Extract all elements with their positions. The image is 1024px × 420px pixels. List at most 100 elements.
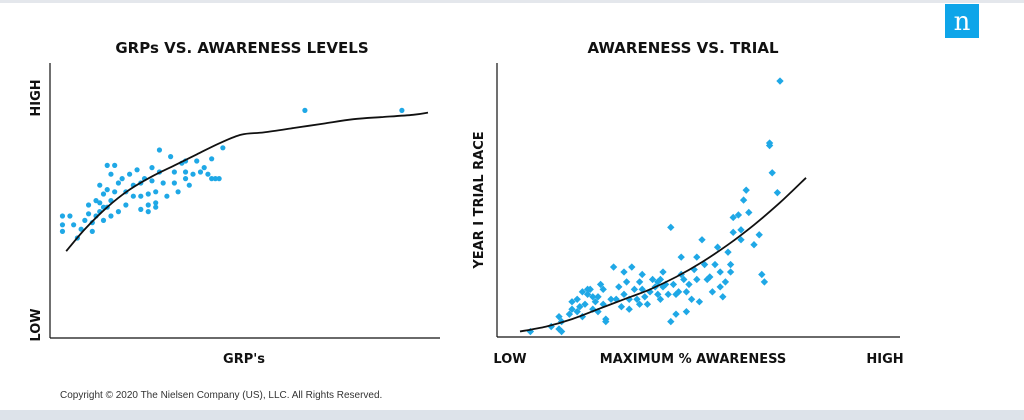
data-point: [589, 293, 597, 301]
nielsen-logo: n: [945, 4, 979, 38]
data-point: [760, 278, 769, 286]
data-point: [108, 213, 114, 219]
data-point: [220, 145, 226, 151]
data-point: [698, 236, 706, 244]
logo-letter: n: [954, 7, 971, 37]
data-point: [149, 165, 155, 171]
data-point: [776, 77, 784, 85]
data-point: [672, 310, 680, 318]
y-axis-label-high: HIGH: [29, 79, 44, 116]
data-point: [700, 260, 709, 269]
data-point: [209, 176, 215, 182]
data-point: [638, 270, 646, 279]
data-point: [687, 295, 696, 303]
chart-title: AWARENESS VS. TRIAL: [587, 39, 778, 57]
data-point: [59, 222, 66, 228]
data-point: [721, 278, 730, 286]
data-point: [115, 180, 122, 186]
data-point: [568, 298, 576, 306]
data-point: [758, 270, 766, 279]
data-point: [734, 211, 743, 219]
data-point: [104, 162, 110, 168]
data-point: [693, 253, 701, 261]
data-point: [145, 209, 151, 215]
data-point: [706, 273, 714, 281]
data-point: [711, 260, 719, 269]
data-point: [164, 193, 170, 199]
trend-curve: [519, 177, 807, 333]
data-point: [568, 305, 576, 313]
data-point: [625, 305, 633, 313]
data-point: [719, 293, 727, 301]
data-point: [586, 285, 594, 294]
data-point: [175, 189, 181, 195]
data-point: [149, 178, 155, 184]
data-point: [622, 278, 631, 286]
data-point: [716, 268, 724, 276]
data-point: [729, 228, 737, 236]
data-point: [680, 275, 688, 284]
data-point: [745, 208, 753, 217]
data-point: [153, 204, 159, 210]
data-point: [134, 167, 140, 173]
data-point: [669, 280, 678, 289]
data-point: [71, 222, 77, 228]
data-point: [656, 295, 665, 303]
data-point: [194, 158, 200, 164]
data-point: [119, 176, 125, 182]
data-point: [729, 213, 737, 222]
data-point: [115, 209, 122, 215]
x-axis-label-low: LOW: [493, 352, 526, 367]
data-point: [630, 285, 639, 294]
data-point: [100, 191, 107, 197]
data-point: [186, 182, 192, 188]
data-point: [695, 298, 704, 306]
data-point: [724, 248, 732, 256]
data-point: [609, 263, 618, 271]
data-point: [591, 298, 600, 306]
data-point: [171, 180, 177, 186]
data-point: [399, 107, 405, 113]
data-point: [685, 280, 693, 289]
data-point: [664, 290, 672, 298]
data-point: [555, 312, 563, 321]
data-point: [97, 182, 103, 188]
data-point: [573, 308, 581, 316]
data-point: [153, 200, 159, 206]
data-point: [633, 295, 641, 303]
data-point: [127, 171, 133, 177]
data-point: [667, 223, 675, 232]
data-point: [674, 288, 683, 296]
data-point: [677, 253, 685, 261]
data-point: [112, 162, 118, 168]
data-point: [302, 107, 308, 113]
data-point: [726, 268, 735, 276]
nielsen-n-logo-icon: n: [945, 4, 979, 38]
data-point: [89, 228, 95, 234]
data-point: [742, 186, 750, 194]
data-point: [615, 283, 623, 291]
data-point: [573, 295, 581, 303]
data-point: [205, 171, 211, 177]
data-point: [201, 165, 207, 171]
data-point: [59, 228, 66, 234]
data-point: [97, 200, 103, 206]
x-axis-label: MAXIMUM % AWARENESS: [600, 352, 786, 367]
data-point: [112, 189, 118, 195]
data-point: [620, 290, 628, 298]
data-point: [583, 290, 592, 298]
data-point: [145, 191, 151, 197]
data-point: [594, 293, 602, 301]
y-axis-label: YEAR I TRIAL RACE: [472, 131, 487, 269]
data-point: [628, 263, 636, 271]
data-point: [682, 308, 691, 316]
data-point: [708, 288, 717, 296]
data-point: [726, 260, 735, 269]
data-point: [648, 275, 657, 284]
data-point: [641, 293, 649, 301]
data-point: [123, 202, 129, 208]
data-point: [67, 213, 73, 219]
